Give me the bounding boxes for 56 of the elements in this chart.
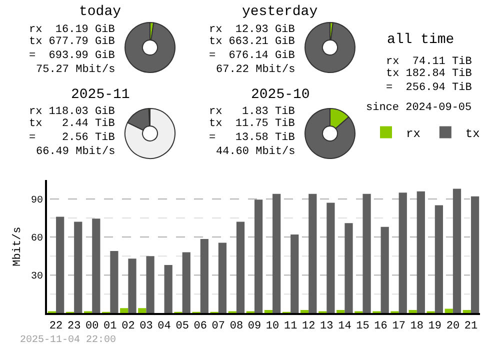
y-axis-title: Mbit/s (12, 226, 24, 266)
text: = 676.14 GiB (209, 50, 296, 62)
text: 66.49 Mbit/s (36, 146, 116, 158)
text: = 13.58 TiB (209, 132, 296, 144)
x-tick-label: 15 (356, 320, 370, 332)
text: = 2.56 TiB (29, 132, 116, 144)
x-tick-label: 10 (266, 320, 280, 332)
x-tick-label: 08 (230, 320, 244, 332)
text: 44.60 Mbit/s (216, 146, 296, 158)
y-tick-label: 90 (30, 195, 43, 206)
x-tick-label: 16 (374, 320, 388, 332)
text: tx 182.84 TiB (386, 68, 472, 80)
text: = 693.99 GiB (29, 50, 116, 62)
x-tick-label: 12 (302, 320, 316, 332)
x-tick-label: 21 (464, 320, 478, 332)
x-tick-label: 17 (392, 320, 406, 332)
legend-label: rx (406, 126, 420, 141)
text: rx 118.03 GiB (29, 106, 116, 118)
text: all time (387, 32, 454, 48)
y-tick-label: 60 (30, 234, 43, 245)
x-tick-label: 01 (104, 320, 118, 332)
text: rx 1.83 TiB (209, 106, 296, 118)
x-tick-label: 22 (49, 320, 63, 332)
x-tick-label: 05 (176, 320, 189, 332)
y-tick-label: 30 (30, 272, 43, 283)
chart-title: 2025-11 (71, 87, 130, 103)
x-tick-label: 03 (140, 320, 153, 332)
chart-title: yesterday (242, 4, 318, 20)
chart-title: today (79, 4, 122, 20)
x-tick-label: 04 (158, 320, 172, 332)
x-tick-label: 09 (248, 320, 262, 332)
x-tick-label: 02 (122, 320, 135, 332)
x-tick-label: 19 (428, 320, 442, 332)
text: 2025-11-04 22:00 (20, 335, 116, 346)
text: tx 2.44 TiB (29, 118, 116, 130)
text: rx 12.93 GiB (209, 24, 296, 36)
x-tick-label: 06 (194, 320, 207, 332)
x-tick-label: 00 (86, 320, 99, 332)
x-tick-label: 13 (320, 320, 334, 332)
x-tick-label: 07 (212, 320, 225, 332)
text: rx 16.19 GiB (29, 24, 116, 36)
x-tick-label: 20 (446, 320, 460, 332)
legend-label: tx (465, 126, 480, 141)
text: tx 11.75 TiB (209, 118, 296, 130)
x-tick-label: 14 (338, 320, 352, 332)
text: rx 74.11 TiB (386, 56, 472, 68)
text: tx 677.79 GiB (29, 36, 116, 48)
text: since 2024-09-05 (366, 102, 472, 114)
text: = 256.94 TiB (386, 82, 472, 94)
text: 75.27 Mbit/s (36, 64, 116, 76)
x-tick-label: 23 (67, 320, 81, 332)
x-tick-label: 18 (410, 320, 424, 332)
text: 67.22 Mbit/s (216, 64, 296, 76)
x-tick-label: 11 (284, 320, 298, 332)
chart-title: 2025-10 (251, 87, 310, 103)
text: tx 663.21 GiB (209, 36, 296, 48)
